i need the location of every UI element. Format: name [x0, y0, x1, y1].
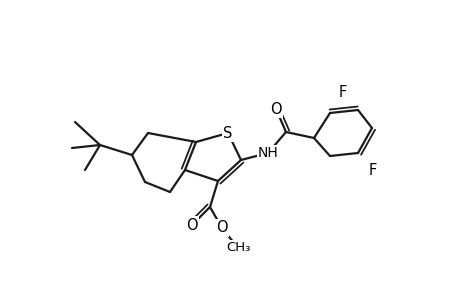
Text: NH: NH	[257, 146, 278, 160]
Text: F: F	[368, 163, 376, 178]
Text: S: S	[223, 125, 232, 140]
Text: O: O	[186, 218, 197, 232]
Text: CH₃: CH₃	[225, 242, 250, 254]
Text: F: F	[338, 85, 347, 100]
Text: O: O	[216, 220, 227, 236]
Text: O: O	[269, 101, 281, 116]
